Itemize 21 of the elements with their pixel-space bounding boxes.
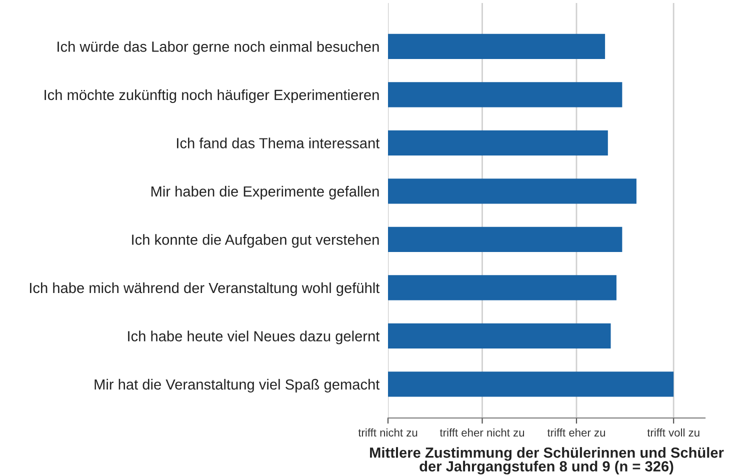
bar bbox=[388, 372, 674, 397]
y-tick-label: Ich möchte zukünftig noch häufiger Experimentieren bbox=[44, 89, 379, 103]
ref-line-label: trifft eher nicht zu bbox=[440, 428, 524, 437]
bar bbox=[388, 82, 622, 108]
ref-line-label: trifft voll zu bbox=[647, 428, 700, 437]
ref-line-label: trifft nicht zu bbox=[358, 428, 418, 437]
y-tick-label: Mir haben die Experimente gefallen bbox=[151, 186, 379, 200]
y-tick-label: Ich habe mich während der Veranstaltung wohl gefühlt bbox=[30, 282, 380, 296]
bar bbox=[388, 178, 636, 204]
y-tick-label: Ich konnte die Aufgaben gut verstehen bbox=[132, 234, 379, 248]
bar bbox=[388, 275, 616, 300]
bar bbox=[388, 130, 608, 156]
y-tick-label: Ich würde das Labor gerne noch einmal besuchen bbox=[58, 41, 379, 55]
bar bbox=[388, 323, 611, 349]
ref-line-label: trifft eher zu bbox=[547, 428, 605, 437]
y-tick-label: Ich habe heute viel Neues dazu gelernt bbox=[128, 330, 380, 344]
bar bbox=[388, 34, 606, 59]
bar bbox=[388, 226, 622, 252]
x-axis-title: Mittlere Zustimmung der Schülerinnen und Schüler der Jahrgangstufen 8 und 9 (n = 326) bbox=[370, 447, 724, 474]
y-tick-label: Mir hat die Veranstaltung viel Spaß gemacht bbox=[94, 378, 380, 393]
y-tick-label: Ich fand das Thema interessant bbox=[177, 138, 380, 148]
